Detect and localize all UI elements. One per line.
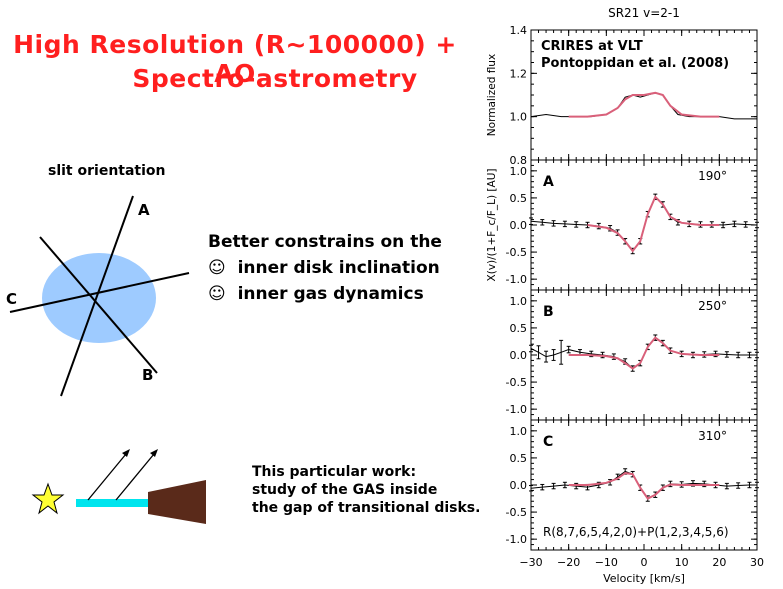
x-tick-label: 30	[750, 556, 764, 569]
slit-orientation-label: slit orientation	[48, 163, 166, 179]
y-axis-label: Normalized flux	[486, 54, 498, 136]
panel-angle: 310°	[698, 429, 727, 443]
arrow-head-2	[150, 449, 158, 457]
panel-label: B	[543, 304, 554, 320]
slide-title-line1: High Resolution (R~100000) + AO	[13, 30, 457, 88]
y-tick-label: -0.5	[506, 246, 527, 259]
panel-label: C	[543, 434, 553, 450]
constraint-text: inner disk inclination	[237, 258, 440, 278]
model-series-line	[568, 91, 720, 118]
constraints-heading: Better constrains on the	[208, 232, 442, 252]
model-series-line	[568, 336, 720, 370]
slit-c-line	[9, 272, 190, 313]
y-axis-label: X(v)/(1+F_c/F_L) [AU]	[486, 169, 498, 282]
x-tick-label: −10	[595, 556, 618, 569]
slit-diagram	[9, 195, 190, 397]
arrow-head-1	[122, 449, 130, 457]
y-tick-label: 1.0	[510, 295, 528, 308]
smiley-icon: ☺	[208, 284, 226, 304]
panel-label: A	[543, 174, 554, 190]
x-tick-label: −20	[557, 556, 580, 569]
constraint-item: ☺ inner disk inclination	[208, 255, 442, 281]
arrow-line-1	[87, 453, 127, 501]
work-line: This particular work:	[252, 464, 417, 480]
slit-label-a: A	[138, 201, 150, 219]
slit-b-line	[39, 236, 158, 374]
y-tick-label: 1.0	[510, 165, 528, 178]
work-line: study of the GAS inside	[252, 482, 438, 498]
y-tick-label: -1.0	[506, 533, 527, 546]
y-tick-label: 0.0	[510, 479, 528, 492]
x-axis-label: Velocity [km/s]	[603, 572, 685, 585]
y-tick-label: 0.8	[510, 154, 528, 167]
y-tick-label: -1.0	[506, 403, 527, 416]
constraint-text: inner gas dynamics	[237, 284, 424, 304]
smiley-icon: ☺	[208, 258, 226, 278]
y-tick-label: -1.0	[506, 273, 527, 286]
constraints-block: Better constrains on the ☺ inner disk in…	[208, 229, 442, 307]
panel-angle: 190°	[698, 169, 727, 183]
y-tick-label: 0.0	[510, 349, 528, 362]
disk-ellipse	[42, 253, 156, 343]
y-tick-label: 0.5	[510, 322, 528, 335]
x-tick-label: −30	[519, 556, 542, 569]
slit-label-c: C	[6, 290, 18, 308]
x-tick-label: 10	[675, 556, 689, 569]
panel-annotation: Pontoppidan et al. (2008)	[541, 56, 729, 71]
arrow-line-2	[115, 453, 155, 501]
x-tick-label: 20	[712, 556, 726, 569]
star-icon	[31, 482, 65, 515]
y-tick-label: 0.5	[510, 452, 528, 465]
y-tick-label: 1.2	[510, 67, 528, 80]
data-series-line	[530, 92, 757, 120]
slit-label-b: B	[142, 366, 154, 384]
model-series-line	[587, 195, 720, 253]
y-tick-label: 1.4	[510, 24, 528, 37]
outer-disk-wedge	[148, 480, 206, 524]
slide-title-line2: Spectro-astrometry	[132, 64, 418, 93]
disk-illustration	[31, 449, 206, 524]
panel-angle: 250°	[698, 299, 727, 313]
gas-beam	[76, 499, 150, 507]
model-series-line	[568, 472, 720, 500]
panel-annotation: R(8,7,6,5,4,2,0)+P(1,2,3,4,5,6)	[543, 525, 729, 539]
work-description: This particular work: study of the GAS i…	[252, 463, 480, 517]
y-tick-label: 0.5	[510, 192, 528, 205]
x-tick-label: 0	[641, 556, 648, 569]
y-tick-label: 1.0	[510, 425, 528, 438]
panel-annotation: CRIRES at VLT	[541, 39, 643, 54]
constraint-item: ☺ inner gas dynamics	[208, 281, 442, 307]
y-tick-label: -0.5	[506, 376, 527, 389]
slit-a-line	[60, 195, 134, 397]
y-tick-label: 0.0	[510, 219, 528, 232]
work-line: the gap of transitional disks.	[252, 500, 481, 516]
y-tick-label: 1.0	[510, 111, 528, 124]
y-tick-label: -0.5	[506, 506, 527, 519]
chart-title: SR21 v=2-1	[608, 6, 680, 20]
